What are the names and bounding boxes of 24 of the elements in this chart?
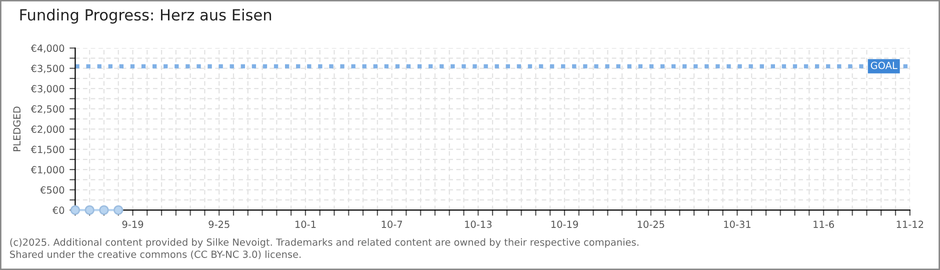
x-tick-label: 10-19 xyxy=(551,220,578,228)
x-tick-label: 9-19 xyxy=(122,220,144,228)
x-tick-label: 10-13 xyxy=(465,220,492,228)
text: (c)2025. Additional content provided by Silke Nevoigt. Trademarks and related content are owned by their respective companies. xyxy=(10,238,638,248)
y-tick-label: €4,000 xyxy=(30,44,64,53)
x-tick-label: 10-7 xyxy=(382,220,402,228)
y-tick-label: €2,000 xyxy=(30,126,64,134)
x-tick-label: 11-6 xyxy=(814,220,834,228)
y-tick-label: €2,500 xyxy=(30,105,64,114)
x-tick-label: 10-25 xyxy=(638,220,664,228)
x-tick-label: 10-31 xyxy=(724,220,750,228)
y-tick-label: €3,000 xyxy=(30,85,64,94)
x-tick-label: 11-12 xyxy=(896,220,924,228)
y-tick-label: €1,500 xyxy=(30,146,64,154)
y-tick-label: €3,500 xyxy=(30,64,64,74)
y-tick-label: €500 xyxy=(40,186,64,194)
y-tick-label: €0 xyxy=(52,206,64,214)
ref-line-label: GOAL xyxy=(870,62,898,70)
y-axis-title: PLEDGED xyxy=(13,106,21,152)
x-tick-label: 9-25 xyxy=(208,220,230,228)
x-tick-label: 10-1 xyxy=(296,220,316,228)
y-tick-label: €1,000 xyxy=(30,166,64,174)
chart-title: Funding Progress: Herz aus Eisen xyxy=(20,8,272,24)
text: Shared under the creative commons (CC BY-NC 3.0) license. xyxy=(10,250,301,260)
